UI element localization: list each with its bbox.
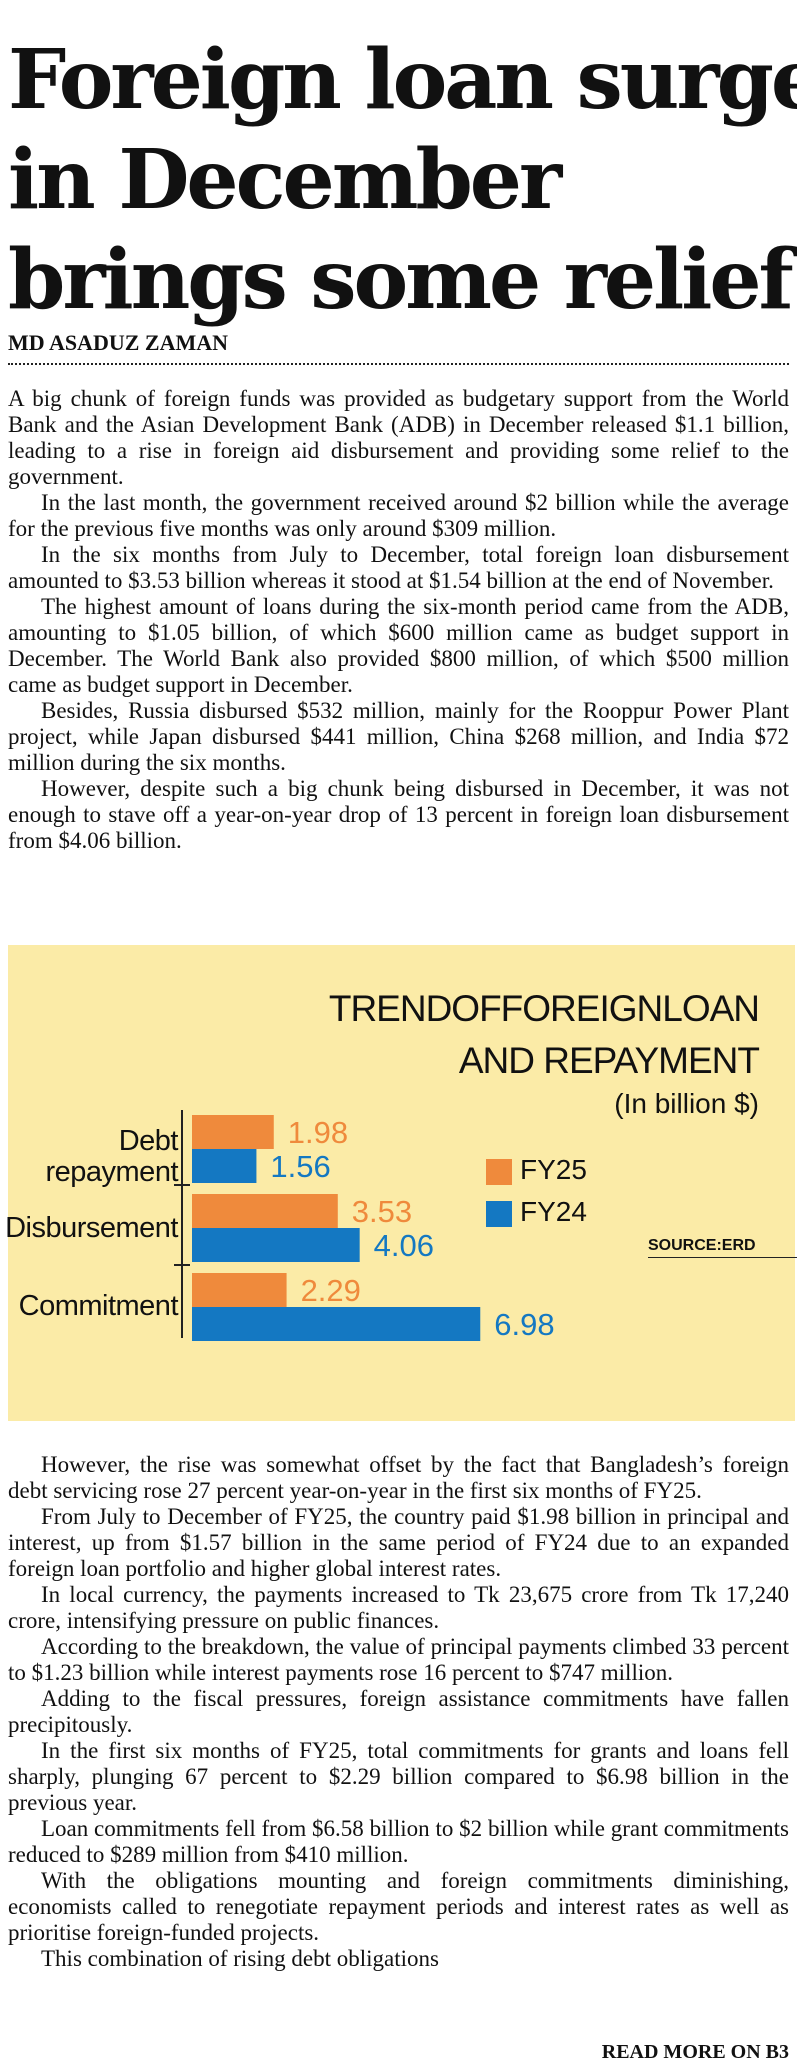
paragraph: In the six months from July to December,…: [8, 542, 789, 593]
headline-line: brings some relief: [8, 232, 794, 328]
bar-value-label: 3.53: [352, 1194, 412, 1229]
article-body-bottom: However, the rise was somewhat offset by…: [8, 1452, 789, 1972]
paragraph: In the last month, the government receiv…: [8, 490, 789, 541]
bar-fy24: [192, 1228, 360, 1262]
chart-infobox: TRENDOFFOREIGNLOAN AND REPAYMENT (In bil…: [5, 945, 797, 1421]
paragraph: However, despite such a big chunk being …: [8, 776, 789, 853]
paragraph: Loan commitments fell from $6.58 billion…: [8, 1816, 789, 1867]
headline-line: in December: [8, 132, 562, 228]
category-label-line: repayment: [45, 1156, 178, 1188]
bar-fy25: [192, 1115, 274, 1149]
paragraph: From July to December of FY25, the count…: [8, 1504, 789, 1581]
bar-value-label: 1.98: [288, 1115, 348, 1150]
paragraph: With the obligations mounting and foreig…: [8, 1868, 789, 1945]
bar-chart: 1.981.56 3.534.06 2.29 6.98: [174, 1110, 555, 1342]
chart-title-line: AND REPAYMENT: [458, 1040, 760, 1081]
paragraph: Adding to the fiscal pressures, foreign …: [8, 1686, 789, 1737]
paragraph: This combination of rising debt obligati…: [41, 1946, 439, 1971]
chart-unit: (In billion $): [614, 1088, 759, 1119]
category-label-disbursement: Disbursement: [0, 1213, 178, 1244]
paragraph: According to the breakdown, the value of…: [8, 1634, 789, 1685]
bar-fy24: [192, 1307, 481, 1341]
bar-value-label: 1.56: [270, 1149, 330, 1184]
paragraph: The highest amount of loans during the s…: [8, 594, 789, 697]
bar-value-label: 4.06: [374, 1228, 434, 1263]
bar-value-label: 6.98: [494, 1307, 554, 1342]
bar-fy24: [192, 1149, 257, 1183]
paragraph: Besides, Russia disbursed $532 million, …: [8, 698, 789, 775]
legend-swatch-fy24: [486, 1201, 512, 1227]
headline-line: Foreign loan surge: [8, 32, 797, 128]
category-label-line: Debt: [118, 1125, 179, 1157]
paragraph: A big chunk of foreign funds was provide…: [8, 386, 789, 489]
paragraph: However, the rise was somewhat offset by…: [8, 1452, 789, 1503]
legend-label-fy25: FY25: [520, 1154, 587, 1185]
chart-title-line: TRENDOFFOREIGNLOAN: [328, 988, 760, 1029]
read-more-link[interactable]: READ MORE ON B3: [601, 2041, 789, 2063]
dotted-divider: [8, 363, 789, 365]
category-label-debt-repayment: Debt repayment: [0, 1126, 178, 1188]
paragraph: In the first six months of FY25, total c…: [8, 1738, 789, 1815]
bar-fy25: [192, 1194, 338, 1228]
byline: MD ASADUZ ZAMAN: [8, 330, 228, 355]
headline: Foreign loan surge in December brings so…: [8, 30, 797, 330]
bar-value-label: 2.29: [301, 1273, 361, 1308]
category-label-line: Commitment: [18, 1290, 179, 1322]
chart-source: SOURCE:ERD: [648, 1237, 797, 1258]
category-label-commitment: Commitment: [0, 1290, 179, 1322]
paragraph: In local currency, the payments increase…: [8, 1582, 789, 1633]
bar-fy25: [192, 1273, 287, 1307]
chart-title: TRENDOFFOREIGNLOAN AND REPAYMENT: [328, 983, 760, 1087]
legend-label-fy24: FY24: [520, 1196, 587, 1227]
category-label-line: Disbursement: [5, 1212, 178, 1244]
legend-swatch-fy25: [486, 1159, 512, 1185]
article-body-top: A big chunk of foreign funds was provide…: [8, 386, 789, 854]
